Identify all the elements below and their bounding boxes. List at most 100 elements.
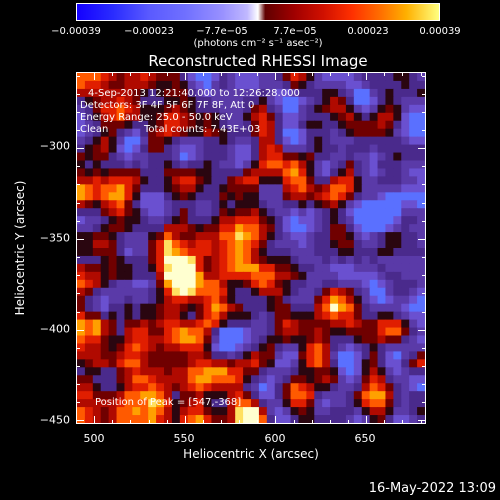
heatmap-cell [330,303,339,313]
heatmap-cell [211,160,220,170]
heatmap-cell [353,295,363,305]
heatmap-cell [258,271,268,281]
heatmap-cell [258,327,268,337]
heatmap-cell [140,391,149,400]
heatmap-cell [401,255,410,265]
heatmap-cell [179,279,189,289]
heatmap-cell [124,263,133,273]
heatmap-cell [164,399,173,408]
heatmap-cell [243,359,252,368]
heatmap-cell [179,407,189,416]
heatmap-cell [156,415,165,423]
heatmap-cell [345,136,355,146]
heatmap-cell [401,73,410,82]
heatmap-cell [156,184,165,193]
heatmap-cell [338,184,347,193]
heatmap-cell [369,192,379,201]
heatmap-cell [164,240,173,249]
heatmap-cell [187,375,197,384]
heatmap-cell [84,240,94,249]
tick-mark [76,384,80,386]
heatmap-cell [203,88,213,98]
heatmap-cell [148,73,157,82]
heatmap-cell [290,335,300,345]
heatmap-cell [211,407,220,416]
heatmap-cell [227,319,236,329]
heatmap-cell [100,73,110,82]
heatmap-cell [306,255,315,265]
heatmap-cell [401,287,410,297]
heatmap-cell [219,200,228,209]
heatmap-cell [203,319,213,329]
heatmap-cell [393,415,402,423]
heatmap-cell [361,80,371,90]
heatmap-cell [393,224,402,233]
heatmap-cell [345,144,355,154]
heatmap-cell [219,383,228,392]
heatmap-cell [409,248,418,257]
heatmap-cell [274,295,284,305]
heatmap-cell [124,80,133,90]
heatmap-cell [187,112,197,122]
heatmap-cell [235,144,244,154]
heatmap-cell [298,335,307,345]
heatmap-cell [84,311,94,321]
heatmap-cell [345,359,355,368]
heatmap-cell [258,383,268,392]
heatmap-cell [132,152,141,162]
heatmap-cell [330,240,339,249]
heatmap-cell [322,208,331,217]
heatmap-cell [377,168,387,177]
heatmap-cell [219,120,228,130]
heatmap-cell [322,160,331,170]
heatmap-cell [211,343,220,352]
heatmap-cell [77,120,86,130]
heatmap-cell [84,200,94,209]
heatmap-cell [235,311,244,321]
heatmap-cell [203,168,213,177]
heatmap-cell [164,192,173,201]
heatmap-cell [401,216,410,225]
heatmap-cell [338,248,347,257]
heatmap-cell [124,319,133,329]
heatmap-cell [251,327,260,337]
heatmap-cell [132,232,141,241]
heatmap-cell [353,216,363,225]
heatmap-cell [377,391,387,400]
heatmap-cell [282,240,292,249]
heatmap-cell [306,136,315,146]
heatmap-cell [282,112,292,122]
heatmap-cell [132,335,141,345]
heatmap-cell [227,311,236,321]
heatmap-cell [195,96,205,106]
heatmap-cell [203,192,213,201]
heatmap-cell [179,168,189,177]
heatmap-cell [116,73,126,82]
heatmap-cell [306,415,315,423]
heatmap-cell [369,128,379,138]
heatmap-cell [258,200,268,209]
heatmap-cell [124,311,133,321]
heatmap-cell [92,144,102,154]
heatmap-cell [377,216,387,225]
tick-mark [76,166,80,168]
heatmap-cell [251,208,260,217]
heatmap-cell [235,399,244,408]
heatmap-cell [243,263,252,273]
heatmap-cell [116,80,126,90]
heatmap-cell [345,73,355,82]
heatmap-cell [148,104,157,114]
heatmap-cell [203,144,213,154]
heatmap-cell [148,367,157,376]
heatmap-cell [211,327,220,337]
heatmap-cell [314,88,323,98]
heatmap-cell [353,232,363,241]
heatmap-cell [377,367,387,376]
heatmap-cell [179,263,189,273]
heatmap-cell [100,407,110,416]
heatmap-cell [195,160,205,170]
heatmap-cell [298,96,307,106]
tick-mark [422,202,426,204]
heatmap-cell [306,152,315,162]
heatmap-cell [266,152,276,162]
